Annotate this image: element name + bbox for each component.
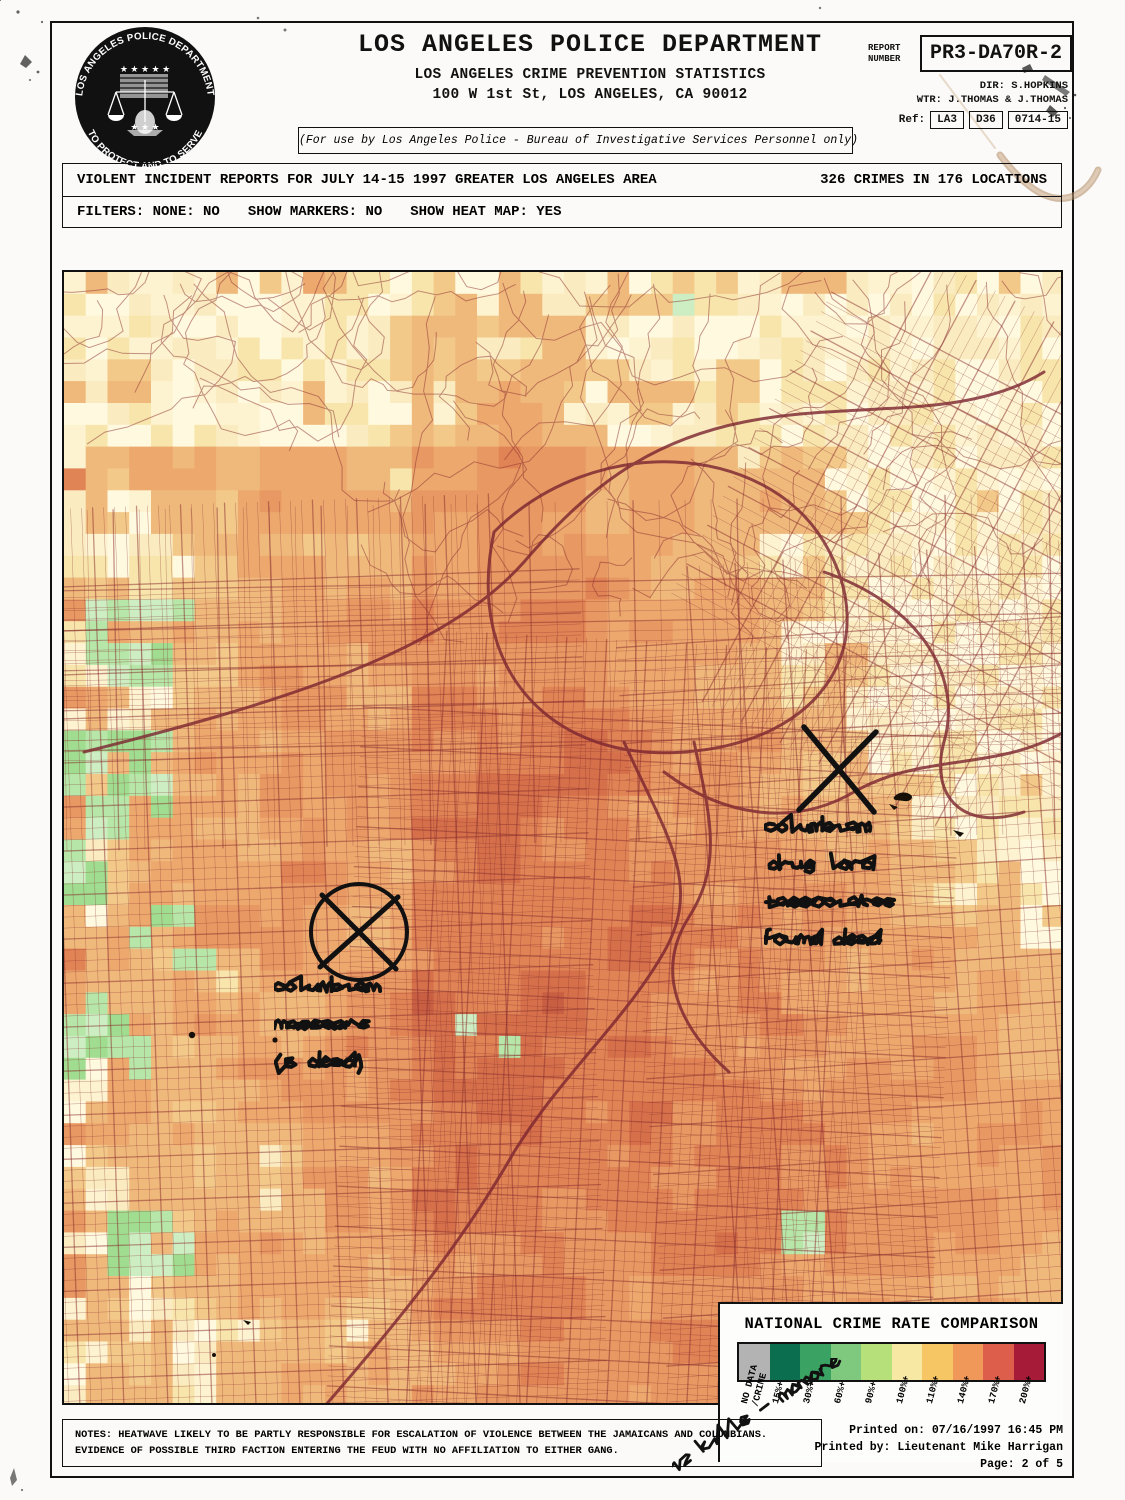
svg-text:★ ★ ★ ★ ★: ★ ★ ★ ★ ★ — [120, 64, 170, 74]
